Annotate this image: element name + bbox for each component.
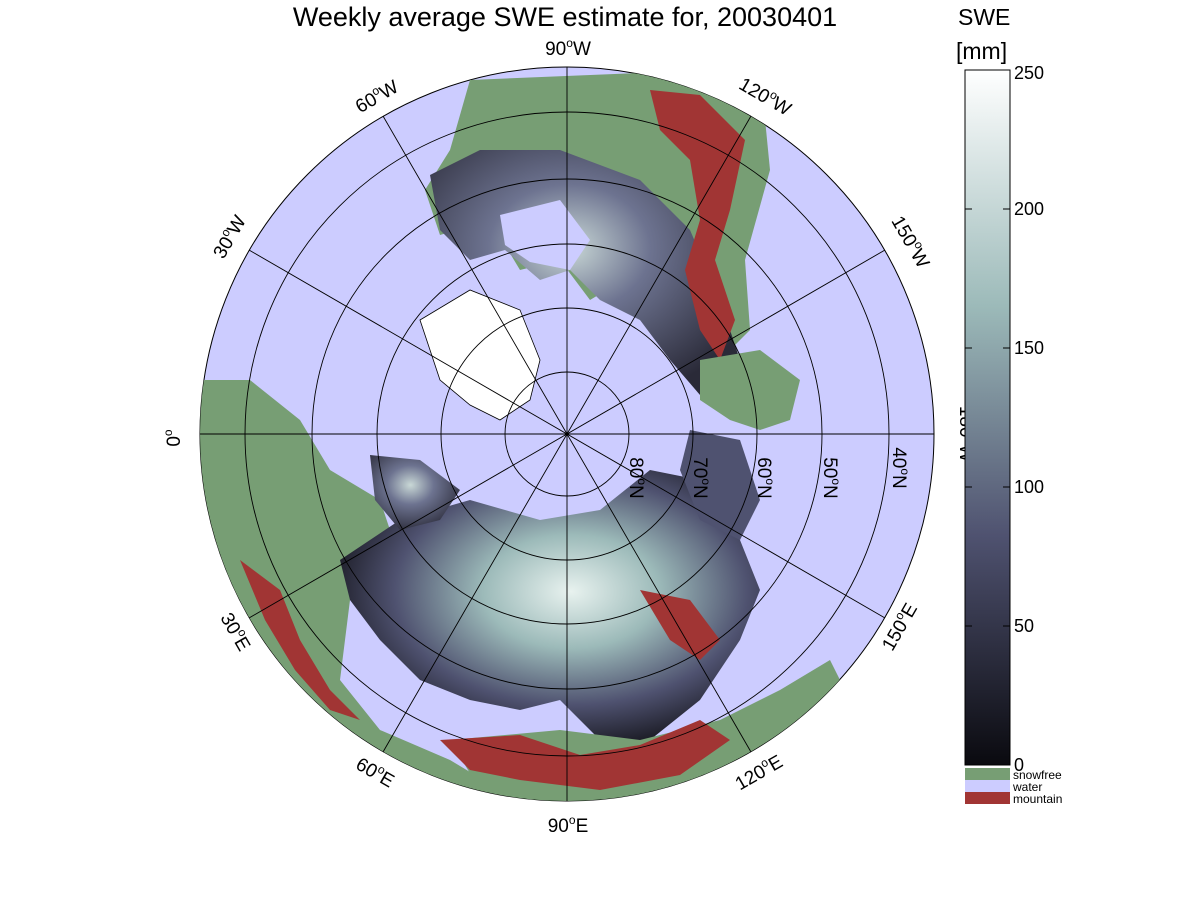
- graticule: [200, 67, 934, 801]
- legend-label-snowfree: snowfree: [1013, 768, 1062, 782]
- colorbar-tick-label: 100: [1014, 477, 1044, 497]
- colorbar-gradient: [964, 69, 1011, 766]
- lat-label-50n: 50oN: [819, 457, 843, 499]
- lon-label-150w: 150oW: [887, 211, 936, 272]
- europe-mountain: [240, 560, 360, 720]
- meridian-150w-30e: [248, 249, 886, 619]
- polar-map: [199, 66, 935, 802]
- lon-label-60e: 60oE: [352, 751, 399, 792]
- latitude-labels: 80oN 70oN 60oN 50oN 40oN: [625, 447, 912, 499]
- lon-label-0: 0o: [161, 429, 185, 447]
- east-asia-mountain: [640, 590, 720, 660]
- lat-label-40n: 40oN: [888, 447, 912, 489]
- alaska-coast: [700, 350, 800, 430]
- colorbar-label-unit: [mm]: [956, 38, 1008, 64]
- colorbar-tick-label: 0: [1014, 755, 1024, 775]
- colorbar-label-swe: SWE: [958, 4, 1011, 30]
- legend-swatch-water: [965, 780, 1010, 792]
- hudson-bay: [500, 200, 590, 270]
- map-title: Weekly average SWE estimate for, 2003040…: [292, 2, 838, 32]
- legend-label-water: water: [1012, 780, 1042, 794]
- legend-swatch-snowfree: [965, 768, 1010, 780]
- lon-label-90e: 90oE: [548, 813, 589, 837]
- colorbar-tick-label: 200: [1014, 199, 1044, 219]
- lat-label-70n: 70oN: [689, 457, 713, 499]
- lon-label-30w: 30oW: [207, 211, 251, 263]
- legend-label-mountain: mountain: [1013, 792, 1062, 806]
- colorbar: 0 50 100 150 200 250 snowfree water moun…: [964, 63, 1062, 806]
- colorbar-tick-label: 50: [1014, 616, 1034, 636]
- north-america-snow: [430, 150, 740, 395]
- lon-label-90w: 90oW: [545, 36, 591, 60]
- colorbar-ticks: [965, 69, 1010, 766]
- asia-mountain: [440, 720, 730, 790]
- lat-label-80n: 80oN: [625, 457, 649, 499]
- colorbar-tick-label: 250: [1014, 63, 1044, 83]
- colorbar-tick-label: 150: [1014, 338, 1044, 358]
- scandinavia: [370, 455, 460, 530]
- rockies-mountain: [650, 90, 745, 360]
- lat-label-60n: 60oN: [753, 457, 777, 499]
- eurasia-snow: [340, 470, 760, 740]
- legend-swatch-mountain: [965, 792, 1010, 804]
